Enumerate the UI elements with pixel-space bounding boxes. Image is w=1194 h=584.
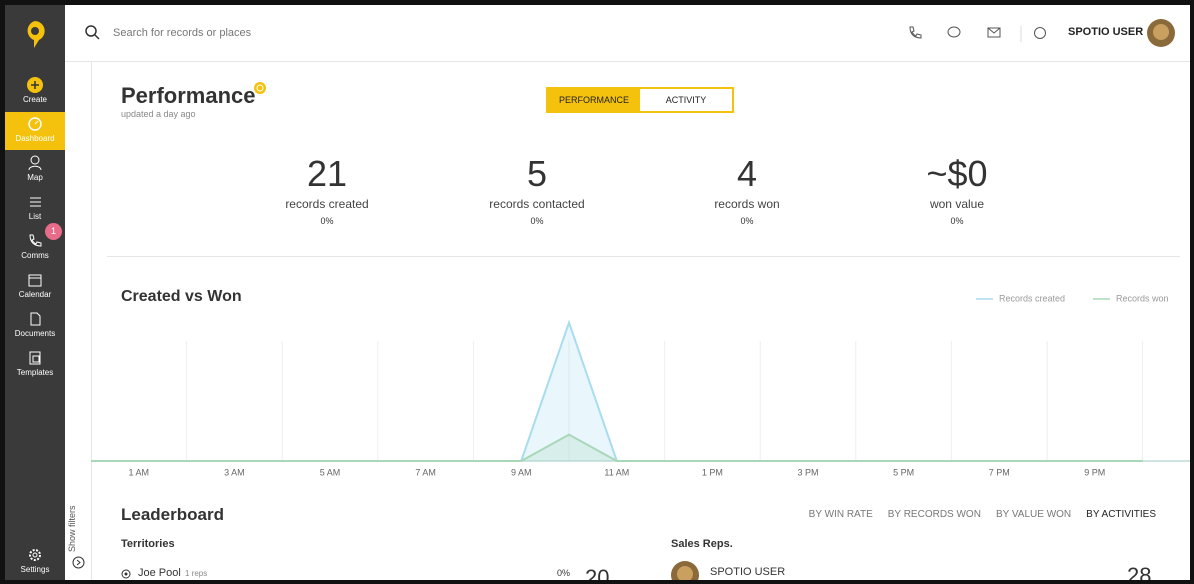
territory-name[interactable]: Joe Pool bbox=[138, 567, 181, 579]
stat-change: 0% bbox=[950, 216, 964, 226]
filters-strip[interactable]: Show filters bbox=[65, 62, 92, 580]
app: Create Dashboard Map List Comms 1 Calenda… bbox=[5, 5, 1190, 580]
x-tick-label: 1 PM bbox=[702, 467, 723, 477]
tab-activity[interactable]: ACTIVITY bbox=[665, 95, 707, 105]
x-tick-label: 7 PM bbox=[989, 467, 1010, 477]
x-tick-label: 9 AM bbox=[511, 467, 532, 477]
row-icon bbox=[121, 569, 131, 579]
nav-label: Documents bbox=[14, 329, 56, 338]
nav-settings[interactable]: Settings bbox=[5, 543, 65, 580]
leaderboard-title: Leaderboard bbox=[121, 505, 224, 524]
refresh-icon[interactable] bbox=[254, 82, 266, 94]
sort-option[interactable]: BY RECORDS WON bbox=[887, 509, 981, 520]
area bbox=[91, 322, 1143, 461]
tab-performance[interactable]: PERFORMANCE bbox=[548, 89, 640, 111]
nav-templates[interactable]: Templates bbox=[5, 346, 65, 384]
sort-option[interactable]: BY WIN RATE bbox=[808, 509, 873, 520]
x-tick-label: 9 PM bbox=[1084, 467, 1105, 477]
legend-label: Records created bbox=[999, 293, 1065, 303]
stat-label: records created bbox=[285, 197, 369, 211]
territory-count: 20 bbox=[585, 565, 610, 580]
stat-label: won value bbox=[929, 197, 985, 211]
nav-label: Create bbox=[22, 95, 47, 104]
filters-icon bbox=[72, 556, 85, 569]
nav-label: Dashboard bbox=[15, 134, 55, 143]
stat-value: 4 bbox=[736, 153, 758, 194]
nav-create[interactable]: Create bbox=[5, 73, 65, 111]
stat-change: 0% bbox=[320, 216, 334, 226]
avatar[interactable] bbox=[1147, 19, 1175, 47]
stat-change: 0% bbox=[530, 216, 544, 226]
sidebar: Create Dashboard Map List Comms 1 Calenda… bbox=[5, 5, 65, 580]
section-title: Sales Reps. bbox=[671, 538, 733, 550]
tabs: PERFORMANCE ACTIVITY bbox=[546, 87, 734, 113]
nav-label: Templates bbox=[16, 368, 54, 377]
legend-label: Records won bbox=[1116, 293, 1169, 303]
nav-dashboard[interactable]: Dashboard bbox=[5, 112, 65, 150]
logo bbox=[27, 21, 45, 48]
x-tick-label: 5 AM bbox=[320, 467, 341, 477]
nav-label: List bbox=[28, 212, 42, 221]
stat-value: 21 bbox=[306, 153, 348, 194]
line bbox=[91, 319, 1143, 462]
stat-change: 0% bbox=[740, 216, 754, 226]
rep-count: 28 bbox=[1127, 563, 1152, 580]
x-tick-label: 3 AM bbox=[224, 467, 245, 477]
user-name[interactable]: SPOTIO USER bbox=[1068, 26, 1144, 38]
badge: 1 bbox=[45, 223, 62, 240]
x-tick-label: 11 AM bbox=[604, 467, 629, 477]
x-tick-label: 5 PM bbox=[893, 467, 914, 477]
section-title: Territories bbox=[121, 538, 175, 550]
stat-value: ~$0 bbox=[926, 153, 988, 194]
x-tick-label: 1 AM bbox=[129, 467, 150, 477]
show-filters[interactable]: Show filters bbox=[67, 505, 77, 552]
x-tick-label: 3 PM bbox=[797, 467, 818, 477]
nav-label: Calendar bbox=[18, 290, 52, 299]
stat-label: records won bbox=[714, 197, 780, 211]
header-icons bbox=[909, 26, 1046, 42]
territory-pct: 0% bbox=[557, 568, 571, 578]
nav-label: Comms bbox=[21, 251, 49, 260]
nav-calendar[interactable]: Calendar bbox=[5, 268, 65, 306]
nav-label: Settings bbox=[20, 565, 50, 574]
updated: updated a day ago bbox=[121, 109, 196, 119]
chart: Created vs Won 1 AM 3 AM 5 AM 7 AM 9 AM 11 AM… bbox=[91, 288, 1190, 477]
search-icon bbox=[85, 25, 100, 40]
page-title: Performance bbox=[121, 83, 256, 108]
x-tick-label: 7 AM bbox=[415, 467, 436, 477]
nav-list[interactable]: List bbox=[5, 190, 65, 228]
nav-label: Map bbox=[27, 173, 43, 182]
nav-comms[interactable]: Comms 1 bbox=[5, 223, 65, 267]
sort-option[interactable]: BY ACTIVITIES bbox=[1086, 509, 1156, 520]
divider bbox=[107, 256, 1180, 257]
stat-label: records contacted bbox=[489, 197, 585, 211]
rep-avatar bbox=[671, 561, 699, 580]
rep-name[interactable]: SPOTIO USER bbox=[710, 566, 786, 578]
line bbox=[91, 433, 1143, 462]
stat-value: 5 bbox=[526, 153, 548, 194]
nav-documents[interactable]: Documents bbox=[5, 307, 65, 345]
chart-title: Created vs Won bbox=[121, 288, 242, 305]
search-input[interactable]: Search for records or places bbox=[113, 27, 252, 39]
sort-options: BY WIN RATE BY RECORDS WON BY VALUE WON BY … bbox=[809, 509, 1156, 520]
territory-reps: 1 reps bbox=[185, 569, 208, 578]
nav-map[interactable]: Map bbox=[5, 151, 65, 189]
area bbox=[91, 434, 1143, 461]
sort-option[interactable]: BY VALUE WON bbox=[995, 509, 1072, 520]
header: Search for records or places SPOTIO USER bbox=[65, 5, 1190, 62]
